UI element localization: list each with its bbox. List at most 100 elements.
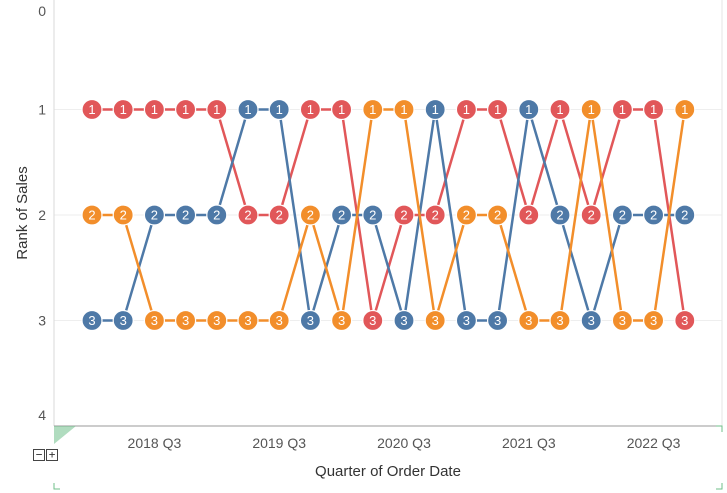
data-point-label: 3 [556,313,563,328]
data-point[interactable]: 3 [549,309,571,332]
data-point[interactable]: 3 [518,309,540,332]
data-point[interactable]: 1 [175,98,197,121]
data-point-marker [642,309,665,332]
data-point[interactable]: 2 [674,204,696,226]
data-point[interactable]: 3 [143,309,165,332]
data-point-marker [331,98,353,121]
data-point-label: 3 [650,313,657,328]
data-point[interactable]: 1 [455,98,477,121]
data-point[interactable]: 2 [112,204,134,226]
data-point[interactable]: 1 [81,98,103,121]
data-point[interactable]: 2 [518,204,540,226]
data-point[interactable]: 3 [175,309,197,332]
data-point[interactable]: 3 [299,309,321,332]
data-point[interactable]: 2 [175,204,197,226]
series-points: 1 1 1 1 1 2 2 1 1 3 2 2 1 1 2 1 2 1 1 3 3 3 2 2 2 1 1 3 2 2 3 1 3 3 1 2 3 2 2 2… [81,98,696,332]
data-point-marker [206,204,228,226]
data-point[interactable]: 3 [393,309,415,332]
data-point-label: 3 [432,313,439,328]
data-point[interactable]: 1 [518,98,540,121]
frame-corner-bl [53,483,60,490]
data-point-label: 1 [244,102,251,117]
data-point[interactable]: 3 [331,309,353,332]
data-point[interactable]: 1 [206,98,228,121]
data-point-marker [268,309,290,332]
data-point[interactable]: 2 [299,204,321,226]
data-point-label: 3 [276,313,283,328]
data-point[interactable]: 2 [268,204,290,226]
data-point-marker [611,204,634,226]
data-point[interactable]: 3 [487,309,509,332]
data-point[interactable]: 3 [206,309,228,332]
data-point[interactable]: 1 [237,98,259,121]
data-point-label: 2 [619,208,626,223]
data-point[interactable]: 3 [642,309,665,332]
data-point-label: 3 [400,313,407,328]
data-point-marker [424,309,446,332]
data-point[interactable]: 2 [362,204,384,226]
data-point-marker [424,204,446,226]
data-point[interactable]: 3 [112,309,134,332]
data-point-label: 1 [182,102,189,117]
data-point[interactable]: 2 [487,204,509,226]
data-point-label: 2 [463,208,470,223]
data-point[interactable]: 2 [206,204,228,226]
data-point[interactable]: 2 [237,204,259,226]
data-point-marker [362,309,384,332]
data-point-marker [362,204,384,226]
data-point[interactable]: 1 [268,98,290,121]
data-point[interactable]: 1 [331,98,353,121]
data-point[interactable]: 1 [299,98,321,121]
data-point-label: 3 [338,313,345,328]
data-point-label: 3 [588,313,595,328]
data-point[interactable]: 2 [393,204,415,226]
data-point[interactable]: 3 [611,309,634,332]
data-point[interactable]: 1 [143,98,165,121]
data-point-marker [331,309,353,332]
data-point[interactable]: 3 [237,309,259,332]
data-point[interactable]: 2 [424,204,446,226]
data-point-marker [393,204,415,226]
data-point-label: 3 [463,313,470,328]
data-point-marker [549,204,571,226]
data-point[interactable]: 2 [331,204,353,226]
data-point[interactable]: 3 [424,309,446,332]
zoom-out-button[interactable]: − [33,449,45,461]
data-point-marker [580,204,602,226]
data-point-marker [642,98,665,121]
data-point[interactable]: 2 [143,204,165,226]
data-point[interactable]: 2 [81,204,103,226]
data-point[interactable]: 2 [642,204,665,226]
data-point-marker [268,204,290,226]
data-point[interactable]: 1 [642,98,665,121]
data-point[interactable]: 3 [81,309,103,332]
data-point[interactable]: 2 [549,204,571,226]
data-point-label: 2 [650,208,657,223]
data-point[interactable]: 1 [393,98,415,121]
data-point-label: 1 [588,102,595,117]
data-point-marker [206,309,228,332]
data-point[interactable]: 1 [674,98,696,121]
data-point[interactable]: 3 [362,309,384,332]
zoom-in-button[interactable]: + [46,449,58,461]
data-point-marker [393,98,415,121]
data-point[interactable]: 1 [487,98,509,121]
data-point[interactable]: 1 [424,98,446,121]
data-point[interactable]: 1 [362,98,384,121]
data-point[interactable]: 1 [611,98,634,121]
data-point[interactable]: 2 [611,204,634,226]
data-point-marker [299,309,321,332]
data-point-marker [299,204,321,226]
data-point-label: 1 [681,102,688,117]
data-point[interactable]: 2 [455,204,477,226]
data-point[interactable]: 3 [580,309,602,332]
data-point[interactable]: 1 [549,98,571,121]
data-point[interactable]: 3 [268,309,290,332]
data-point[interactable]: 1 [112,98,134,121]
data-point-marker [549,309,571,332]
data-point[interactable]: 3 [455,309,477,332]
data-point[interactable]: 1 [580,98,602,121]
data-point[interactable]: 3 [674,309,696,332]
data-point[interactable]: 2 [580,204,602,226]
